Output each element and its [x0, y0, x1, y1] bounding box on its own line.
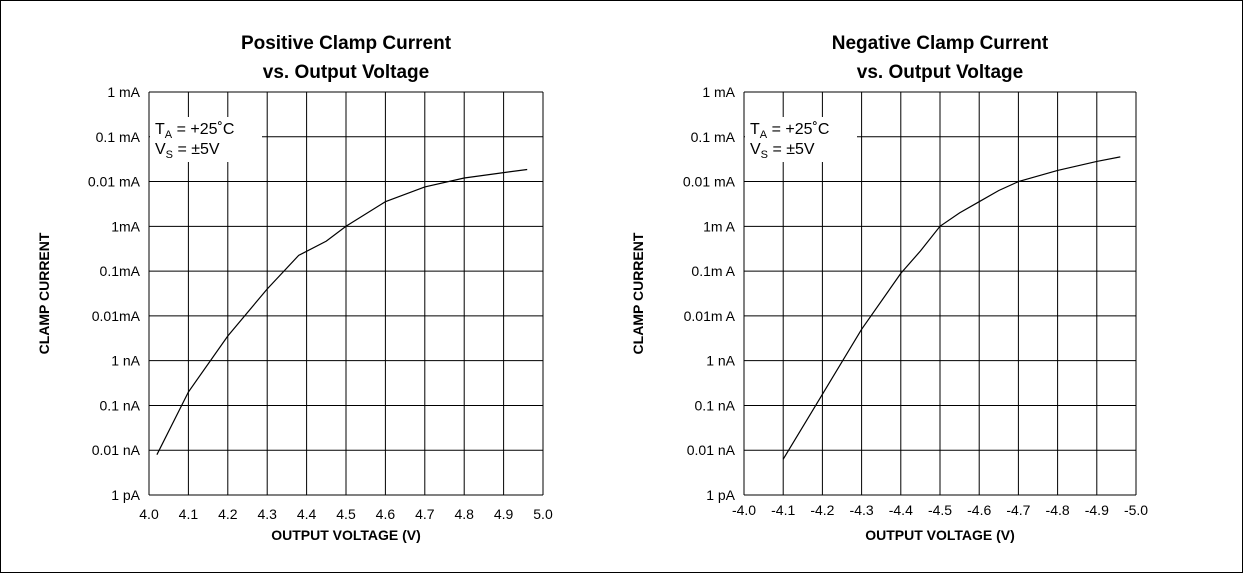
y-tick-label: 0.01 mA: [88, 174, 141, 190]
x-tick-label: -4.2: [810, 502, 834, 518]
y-tick-label: 1 mA: [702, 84, 735, 100]
x-tick-label: 4.8: [454, 506, 474, 522]
y-tick-label: 0.1 mA: [96, 129, 141, 145]
y-tick-label: 0.01 nA: [687, 442, 736, 458]
negative-clamp-chart: Negative Clamp Current vs. Output Voltage…: [630, 33, 1148, 543]
x-tick-label: 4.5: [336, 506, 356, 522]
chart-title-line2: vs. Output Voltage: [263, 62, 429, 83]
annotation-temperature: TA = +25˚C: [155, 121, 234, 141]
annotation-temperature: TA = +25˚C: [750, 121, 829, 141]
y-tick-label: 0.01mA: [92, 308, 141, 324]
x-tick-label: -4.6: [967, 502, 991, 518]
x-tick-label: -4.3: [850, 502, 874, 518]
chart-title-line2: vs. Output Voltage: [857, 62, 1023, 83]
x-tick-label: -4.8: [1046, 502, 1070, 518]
x-tick-label: 4.2: [218, 506, 238, 522]
x-tick-label: 4.6: [376, 506, 396, 522]
y-axis-title: CLAMP CURRENT: [630, 232, 646, 354]
x-axis-title: OUTPUT VOLTAGE (V): [865, 527, 1015, 543]
y-tick-label: 1 pA: [706, 487, 735, 503]
chart-title-line1: Negative Clamp Current: [832, 33, 1049, 54]
y-tick-label: 0.1mA: [100, 263, 141, 279]
positive-clamp-chart: Positive Clamp Current vs. Output Voltage…: [36, 33, 553, 543]
x-tick-label: -4.5: [928, 502, 952, 518]
x-tick-label: 4.0: [139, 506, 159, 522]
x-tick-label: 4.4: [297, 506, 317, 522]
y-tick-label: 0.01 mA: [683, 174, 736, 190]
y-tick-label: 0.01m A: [684, 308, 736, 324]
y-tick-label: 0.1 mA: [691, 129, 736, 145]
y-axis-title: CLAMP CURRENT: [36, 232, 52, 354]
y-tick-label: 1 pA: [111, 487, 140, 503]
annotation-supply: VS = ±5V: [750, 141, 815, 161]
y-tick-label: 1 nA: [706, 353, 735, 369]
x-tick-label: 4.9: [494, 506, 514, 522]
series-line: [782, 156, 1121, 460]
x-tick-label: -4.7: [1006, 502, 1030, 518]
annotation-background: [150, 117, 262, 162]
x-tick-label: 5.0: [533, 506, 553, 522]
y-tick-label: 0.01 nA: [92, 442, 141, 458]
y-tick-label: 1m A: [703, 218, 736, 234]
x-tick-label: -5.0: [1124, 502, 1148, 518]
x-tick-label: -4.4: [889, 502, 913, 518]
y-tick-label: 0.1 nA: [100, 397, 141, 413]
y-tick-label: 0.1 nA: [695, 397, 736, 413]
x-tick-label: -4.0: [732, 502, 756, 518]
x-tick-label: -4.9: [1085, 502, 1109, 518]
chart-title-line1: Positive Clamp Current: [241, 33, 452, 54]
annotation-background: [745, 117, 857, 162]
y-tick-label: 1 nA: [111, 353, 140, 369]
x-tick-label: 4.7: [415, 506, 435, 522]
x-axis-title: OUTPUT VOLTAGE (V): [271, 527, 421, 543]
x-tick-label: 4.3: [257, 506, 277, 522]
x-tick-label: -4.1: [771, 502, 795, 518]
annotation-supply: VS = ±5V: [155, 141, 220, 161]
y-tick-label: 0.1m A: [691, 263, 735, 279]
x-tick-label: 4.1: [179, 506, 199, 522]
y-tick-label: 1 mA: [107, 84, 140, 100]
series-line: [156, 168, 528, 455]
y-tick-label: 1mA: [111, 218, 140, 234]
